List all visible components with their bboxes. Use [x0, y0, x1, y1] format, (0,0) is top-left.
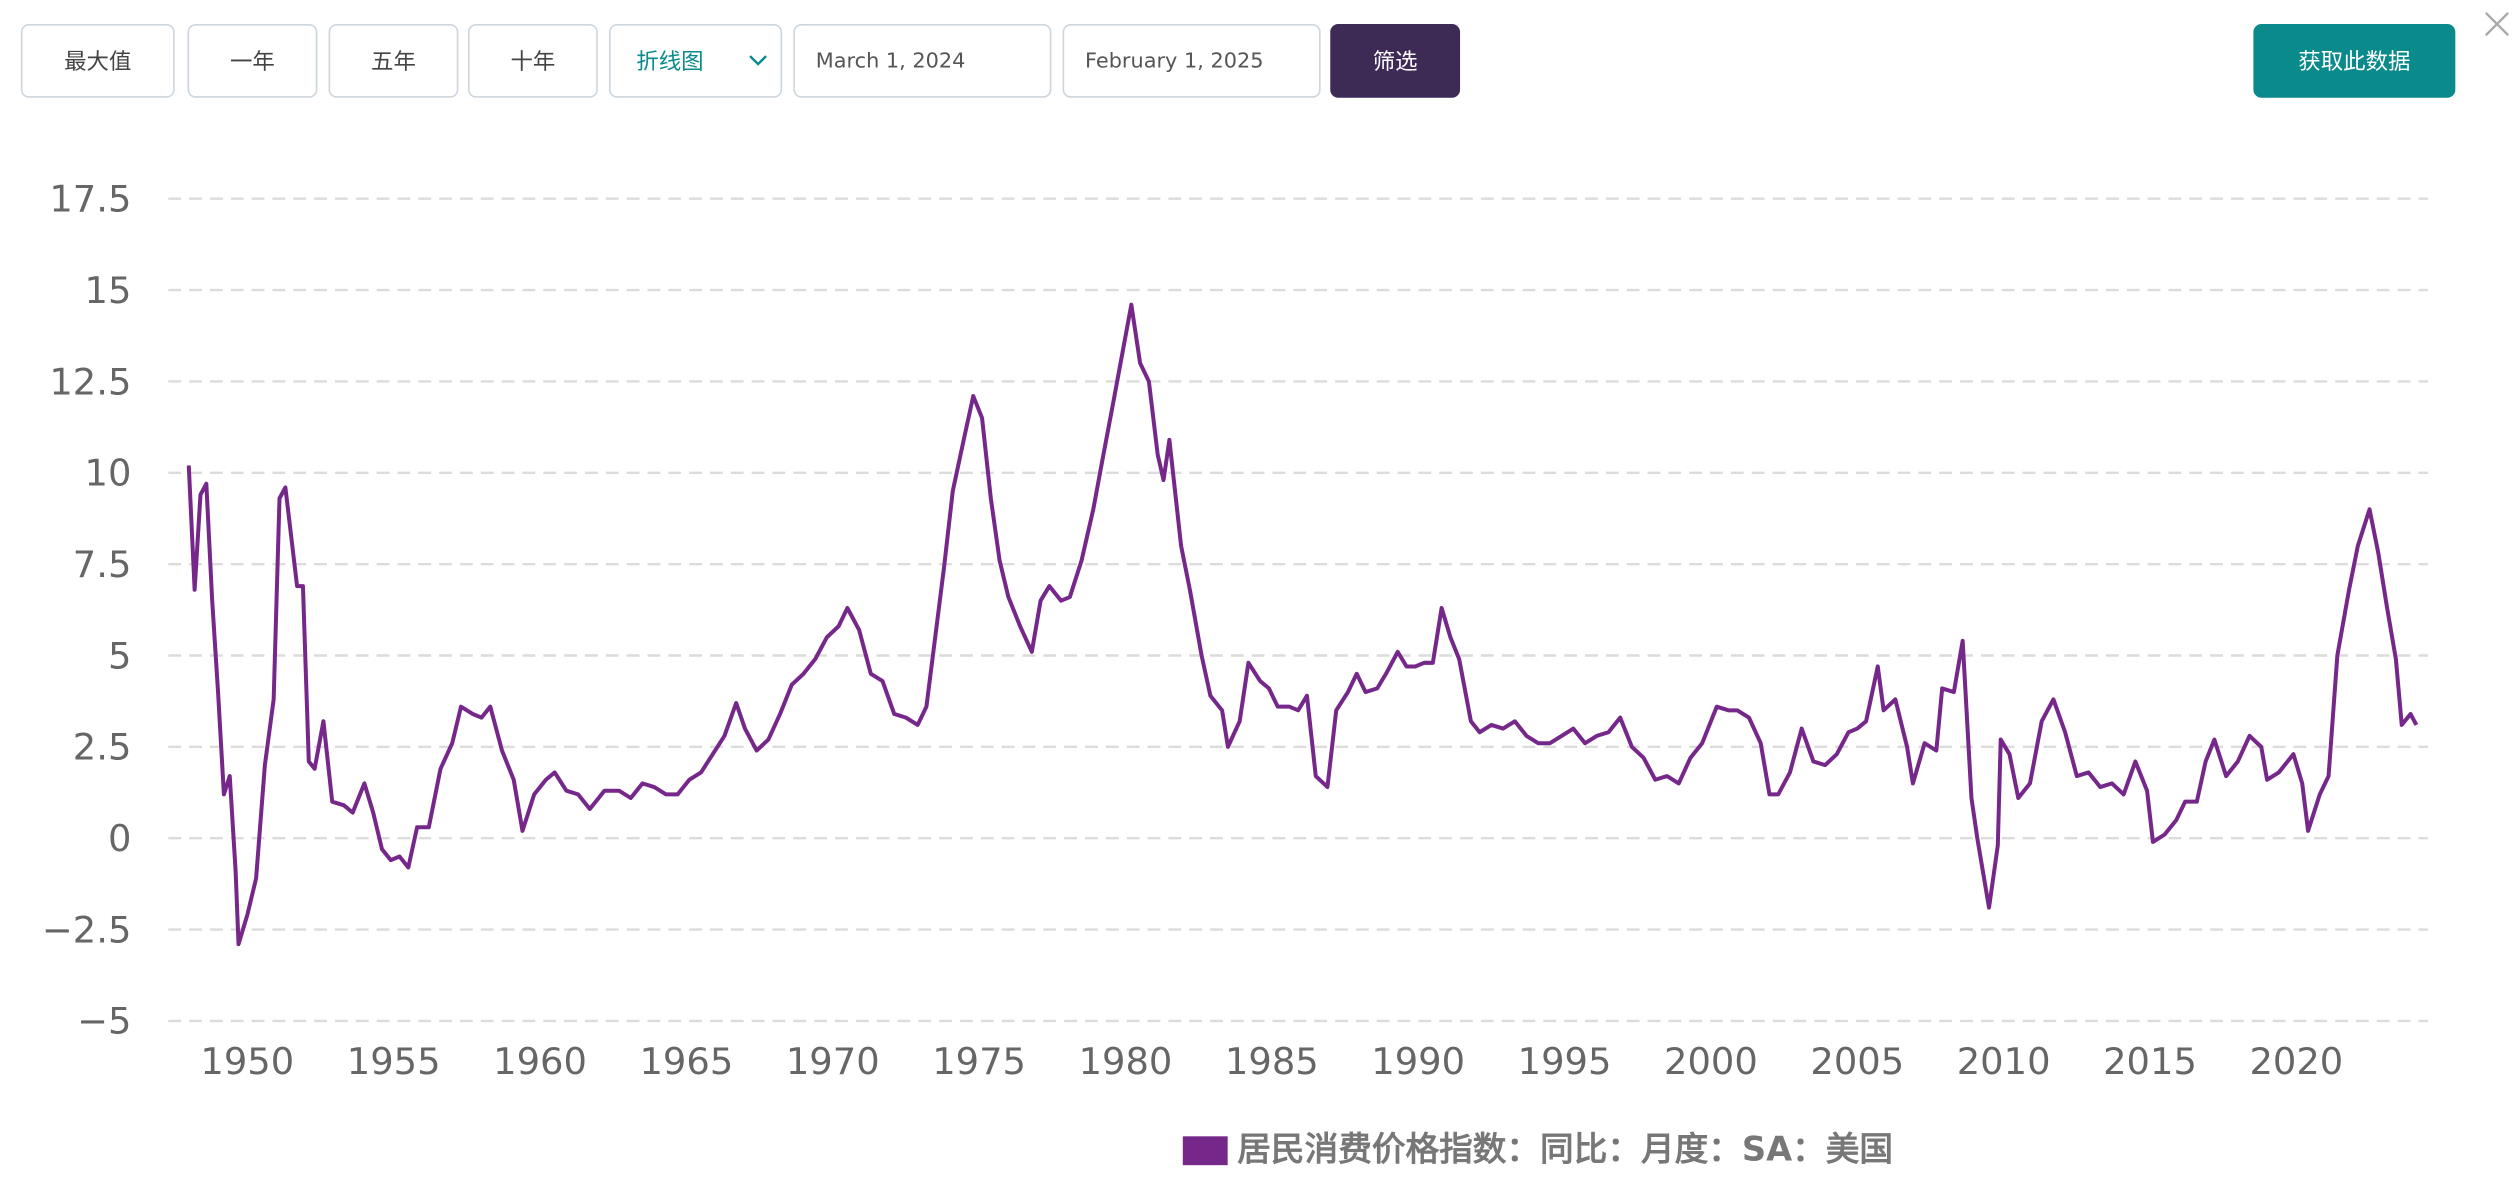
- range-button[interactable]: 五年: [328, 24, 459, 98]
- download-button[interactable]: 获取此数据: [2253, 24, 2456, 98]
- y-tick-label: 2.5: [73, 726, 132, 769]
- y-tick-label: 17.5: [49, 178, 131, 221]
- filter-button[interactable]: 筛选: [1330, 24, 1461, 98]
- legend-swatch: [1182, 1136, 1228, 1166]
- x-tick-label: 2015: [2103, 1040, 2197, 1083]
- select-label: 折线图: [636, 49, 704, 76]
- x-tick-label: 2010: [1957, 1040, 2051, 1083]
- x-tick-label: 1970: [786, 1040, 880, 1083]
- x-tick-label: 1995: [1518, 1040, 1612, 1083]
- x-tick-label: 1990: [1371, 1040, 1465, 1083]
- x-tick-label: 1955: [347, 1040, 441, 1083]
- y-tick-label: −2.5: [42, 908, 132, 951]
- y-tick-label: 0: [108, 817, 131, 860]
- x-tick-label: 1965: [639, 1040, 733, 1083]
- y-tick-label: −5: [77, 1000, 131, 1043]
- x-tick-label: 2005: [1810, 1040, 1904, 1083]
- end-date-input[interactable]: February 1, 2025: [1062, 24, 1321, 98]
- range-button[interactable]: 一年: [187, 24, 318, 98]
- x-tick-label: 2020: [2249, 1040, 2343, 1083]
- x-tick-label: 1985: [1225, 1040, 1319, 1083]
- line-series: [186, 302, 2419, 947]
- start-date-input[interactable]: March 1, 2024: [793, 24, 1052, 98]
- range-button[interactable]: 十年: [467, 24, 598, 98]
- y-tick-label: 12.5: [49, 360, 131, 403]
- close-icon[interactable]: [2483, 10, 2512, 39]
- range-button[interactable]: 最大值: [20, 24, 175, 98]
- x-tick-label: 2000: [1664, 1040, 1758, 1083]
- y-tick-label: 10: [85, 452, 132, 495]
- chevron: [749, 55, 767, 66]
- y-tick-label: 7.5: [73, 543, 132, 586]
- x-tick-label: 1950: [200, 1040, 294, 1083]
- x-tick-label: 1960: [493, 1040, 587, 1083]
- chart-type-select[interactable]: 折线图: [609, 24, 783, 98]
- legend-label: 居民消费价格指数：同比：月度：SA：美国: [1237, 1129, 1893, 1168]
- x-tick-label: 1980: [1079, 1040, 1173, 1083]
- y-tick-label: 5: [108, 634, 131, 677]
- x-tick-label: 1975: [932, 1040, 1026, 1083]
- y-tick-label: 15: [85, 269, 132, 312]
